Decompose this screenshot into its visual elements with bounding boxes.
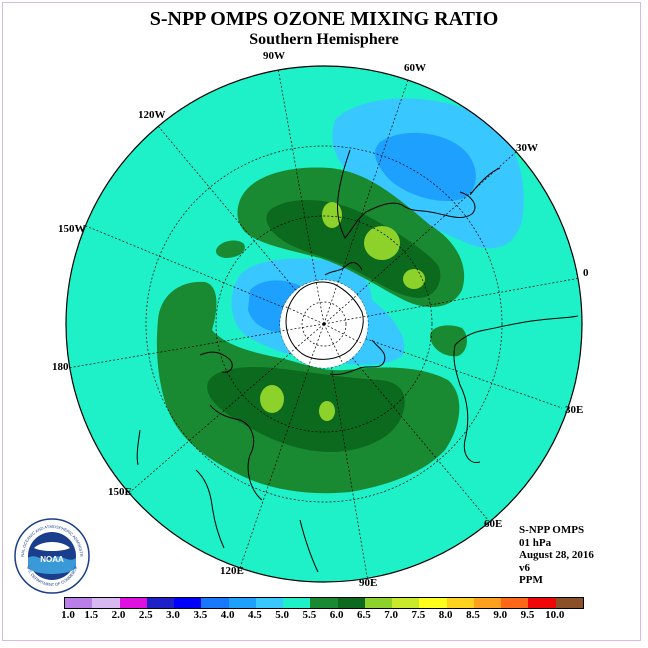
colorbar-segment xyxy=(473,598,501,608)
lon-label-30w: 30W xyxy=(516,142,538,154)
colorbar-segment xyxy=(255,598,283,608)
lon-label-60w: 60W xyxy=(404,62,426,74)
lon-label-60e: 60E xyxy=(484,518,503,530)
colorbar-tick-label: 2.0 xyxy=(111,609,126,621)
colorbar-segment xyxy=(364,598,392,608)
colorbar-segment xyxy=(419,598,447,608)
lon-label-90w: 90W xyxy=(263,50,285,62)
lon-label-0: 0 xyxy=(583,267,589,279)
noaa-logo: NOAA NATIONAL OCEANIC AND ATMOSPHERIC AD… xyxy=(14,518,90,594)
colorbar-tick-label: 6.5 xyxy=(357,609,371,621)
colorbar xyxy=(64,597,584,609)
antarctica-coast xyxy=(285,281,364,360)
contour-6.0-b xyxy=(364,226,400,260)
lon-label-150e: 150E xyxy=(108,486,132,498)
colorbar-tick-label: 7.0 xyxy=(384,609,399,621)
colorbar-segment xyxy=(201,598,229,608)
info-level: 01 hPa xyxy=(519,536,552,549)
colorbar-tick-label: 1.5 xyxy=(84,609,99,621)
colorbar-segment xyxy=(310,598,338,608)
lon-label-30e: 30E xyxy=(565,404,584,416)
colorbar-tick-label: 7.5 xyxy=(411,609,426,621)
contour-5.0-small-a xyxy=(215,240,245,258)
contour-5.5-upper xyxy=(266,200,441,298)
info-units: PPM xyxy=(519,574,543,586)
colorbar-tick-label: 5.0 xyxy=(275,609,289,621)
colorbar-tick-label: 4.0 xyxy=(220,609,235,621)
contour-5.5-lower xyxy=(207,366,405,452)
colorbar-tick-label: 10.0 xyxy=(545,609,565,621)
lon-label-120w: 120W xyxy=(138,109,166,121)
colorbar-segment xyxy=(174,598,202,608)
colorbar-tick-label: 5.5 xyxy=(302,609,317,621)
colorbar-segment xyxy=(528,598,556,608)
colorbar-tick-label: 2.5 xyxy=(138,609,153,621)
contour-6.0-c xyxy=(403,269,425,289)
info-block: S-NPP OMPS 01 hPa August 28, 2016 v6 PPM xyxy=(519,524,594,587)
info-version: v6 xyxy=(519,561,530,574)
colorbar-segment xyxy=(555,598,583,608)
colorbar-tick-label: 6.0 xyxy=(329,609,344,621)
colorbar-segment xyxy=(283,598,311,608)
colorbar-tick-label: 8.5 xyxy=(466,609,480,621)
colorbar-segment xyxy=(228,598,256,608)
contour-6.0-d xyxy=(260,385,284,413)
map-disk xyxy=(66,66,582,582)
info-instrument: S-NPP OMPS xyxy=(519,524,585,536)
map-title: S-NPP OMPS OZONE MIXING RATIO xyxy=(149,8,499,30)
colorbar-tick-label: 9.5 xyxy=(520,609,535,621)
colorbar-tick-label: 3.0 xyxy=(166,609,180,621)
colorbar-segment xyxy=(119,598,147,608)
noaa-logo-text: NOAA xyxy=(40,555,64,564)
lon-label-150w: 150W xyxy=(58,223,86,235)
colorbar-tick-label: 8.0 xyxy=(438,609,453,621)
colorbar-ticks: 1.0 1.5 2.0 2.5 3.0 3.5 4.0 4.5 5.0 5.5 6.0 6.5 7.0 7… xyxy=(0,609,648,623)
contour-4.0 xyxy=(374,132,476,201)
image-frame xyxy=(2,2,641,641)
lon-label-120e: 120E xyxy=(220,565,244,577)
map-subtitle: Southern Hemisphere xyxy=(249,31,399,48)
colorbar-segment xyxy=(337,598,365,608)
colorbar-tick-label: 4.5 xyxy=(247,609,262,621)
colorbar-segment xyxy=(92,598,120,608)
colorbar-segment xyxy=(65,598,93,608)
lon-label-90e: 90E xyxy=(359,577,378,589)
contour-6.0-e xyxy=(319,401,335,421)
colorbar-segment xyxy=(146,598,174,608)
south-pole-marker xyxy=(322,322,326,326)
map-border xyxy=(65,65,583,583)
colorbar-tick-label: 1.0 xyxy=(61,609,75,621)
lon-label-180: 180 xyxy=(52,361,69,373)
colorbar-segment xyxy=(446,598,474,608)
colorbar-tick-label: 9.0 xyxy=(493,609,508,621)
colorbar-segment xyxy=(392,598,420,608)
contour-5.0-small-b xyxy=(430,325,467,357)
colorbar-tick-label: 3.5 xyxy=(193,609,208,621)
colorbar-segment xyxy=(501,598,529,608)
contour-6.0-a xyxy=(322,202,342,228)
coastlines xyxy=(136,149,579,573)
graticule xyxy=(67,67,581,582)
info-date: August 28, 2016 xyxy=(519,549,594,561)
